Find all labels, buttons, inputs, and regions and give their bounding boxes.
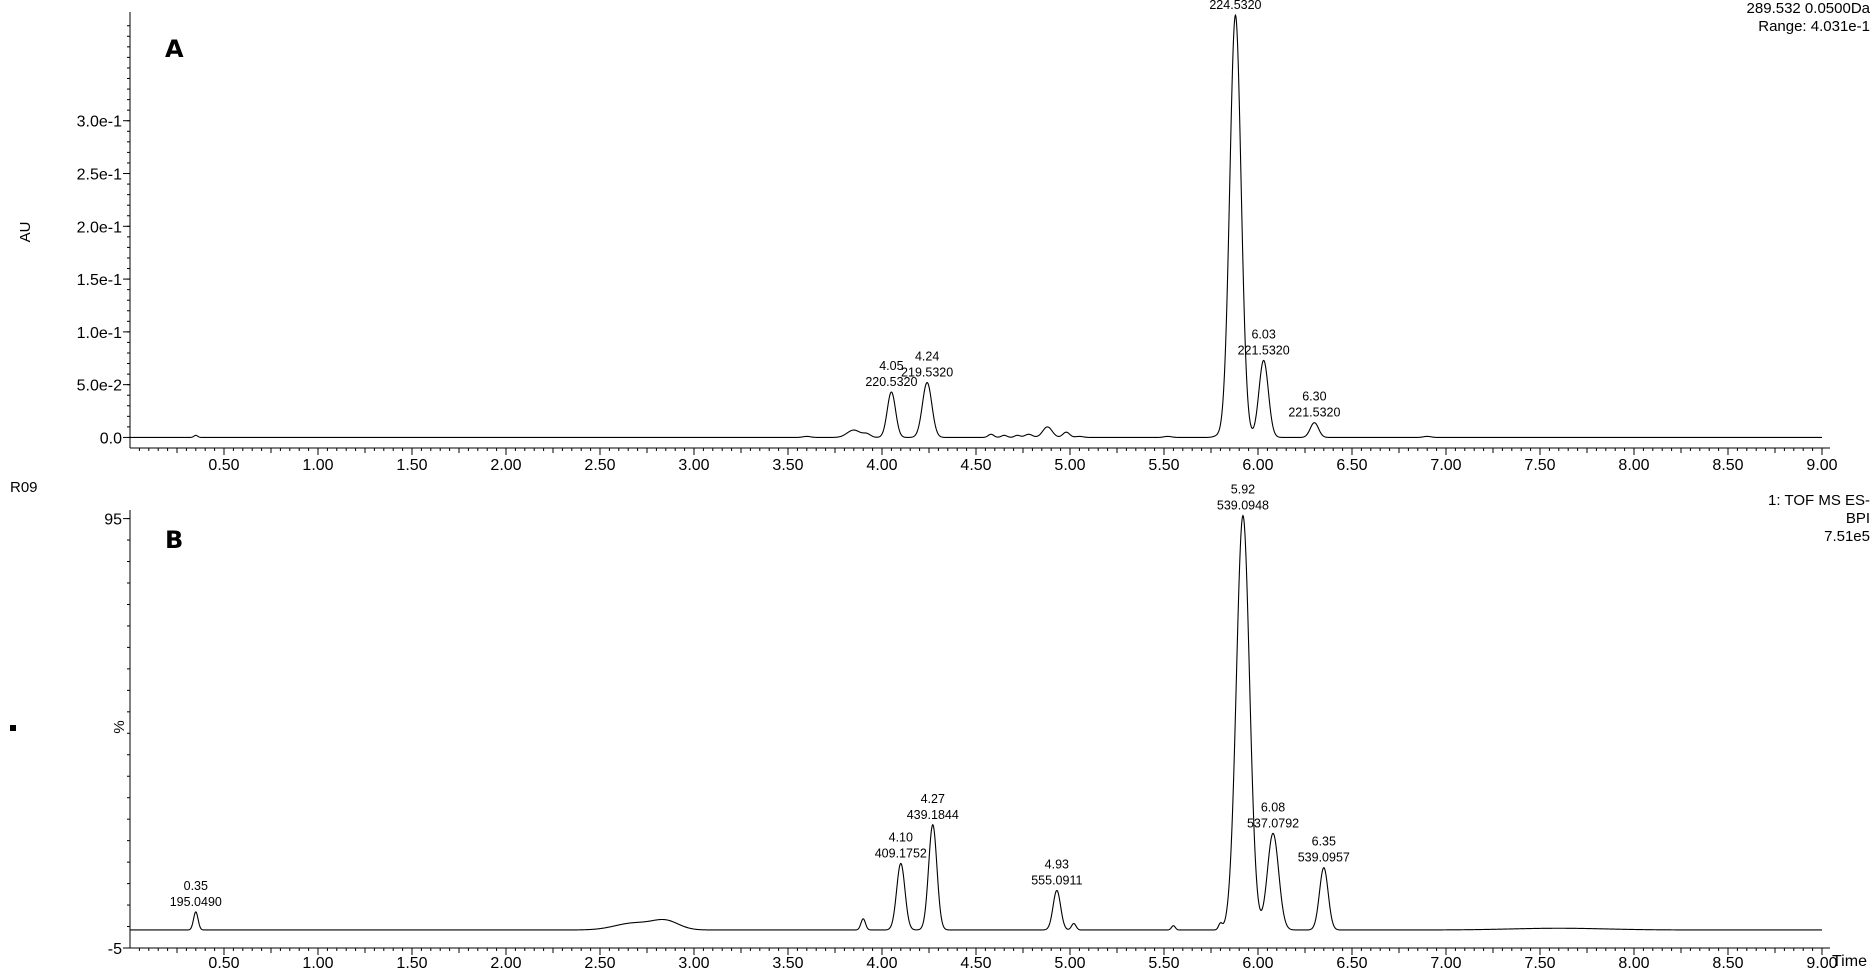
y-tick-label: 3.0e-1: [77, 114, 122, 131]
x-tick-label: 7.50: [1524, 955, 1555, 971]
peak-label: 6.30 221.5320: [1288, 390, 1340, 420]
x-tick-label: 3.00: [678, 457, 709, 474]
peak-label: 6.35 539.0957: [1298, 835, 1350, 865]
x-tick-label: 7.00: [1430, 955, 1461, 971]
x-tick-label: 4.00: [866, 955, 897, 971]
x-tick-label: 5.00: [1054, 457, 1085, 474]
x-tick-label: 5.50: [1148, 955, 1179, 971]
peak-label: 4.10 409.1752: [875, 830, 927, 860]
sample-label: R09: [10, 479, 38, 496]
uv-chromatogram-panel: 0.50 1.00 1.50 2.00 2.50 3.00 3.50 4.00 4.50 5.00…: [17, 0, 1871, 474]
x-tick-label: 3.00: [678, 955, 709, 971]
y-tick-label: 1.5e-1: [77, 272, 122, 289]
y-tick-label: 95: [104, 512, 122, 529]
x-tick-label: 2.50: [584, 955, 615, 971]
peak-mz-label: 539.0948: [1217, 499, 1269, 513]
y-axis-title: %: [111, 720, 128, 733]
x-tick-label: 5.00: [1054, 955, 1085, 971]
x-tick-label: 0.50: [208, 457, 239, 474]
x-tick-label: 4.00: [866, 457, 897, 474]
peak-label: 4.27 439.1844: [907, 792, 959, 822]
peak-label: 4.93 555.0911: [1031, 857, 1082, 887]
x-tick-label: 1.00: [302, 457, 333, 474]
x-tick-label: 2.50: [584, 457, 615, 474]
peak-label: 6.08 537.0792: [1247, 800, 1299, 830]
peak-time-label: 6.30: [1302, 390, 1326, 404]
y-tick-label: 2.5e-1: [77, 167, 122, 184]
peak-time-label: 4.05: [879, 359, 903, 373]
x-tick-label: 3.50: [772, 955, 803, 971]
x-tick-label: 2.00: [490, 457, 521, 474]
x-tick-label: 4.50: [960, 457, 991, 474]
peak-time-label: 6.08: [1261, 800, 1285, 814]
x-tick-label: 6.50: [1336, 955, 1367, 971]
x-tick-label: 4.50: [960, 955, 991, 971]
y-tick-label: 1.0e-1: [77, 325, 122, 342]
x-tick-label: 8.50: [1712, 955, 1743, 971]
peak-mz-label: 537.0792: [1247, 816, 1299, 830]
x-tick-label: 5.50: [1148, 457, 1179, 474]
x-tick-label: 0.50: [208, 955, 239, 971]
trace-info-line: 289.532 0.0500Da: [1747, 0, 1871, 17]
x-tick-label: 6.50: [1336, 457, 1367, 474]
ms-bpi-chromatogram-panel: 0.50 1.00 1.50 2.00 2.50 3.00 3.50 4.00 4.50 5.00…: [104, 483, 1870, 971]
y-tick-label: -5: [108, 941, 122, 958]
peak-mz-label: 221.5320: [1288, 406, 1340, 420]
panel-letter: B: [165, 526, 183, 554]
chromatogram-trace: [130, 514, 1822, 931]
x-tick-label: 7.50: [1524, 457, 1555, 474]
peak-mz-label: 539.0957: [1298, 851, 1350, 865]
peak-label: 6.03 221.5320: [1238, 327, 1290, 357]
peak-time-label: 6.03: [1251, 327, 1275, 341]
peak-time-label: 5.92: [1231, 483, 1255, 497]
x-tick-label: 8.00: [1618, 955, 1649, 971]
x-tick-label: 9.00: [1806, 457, 1837, 474]
x-tick-label: 6.00: [1242, 457, 1273, 474]
peak-label: 4.05 220.5320: [865, 359, 917, 389]
trace-info-line: Range: 4.031e-1: [1758, 18, 1870, 35]
peak-mz-label: 219.5320: [901, 366, 953, 380]
peak-label: 5.88224.5320: [1209, 0, 1261, 12]
peak-time-label: 4.27: [921, 792, 945, 806]
x-axis-title: Time: [1832, 953, 1867, 970]
peak-time-label: 4.93: [1045, 857, 1069, 871]
peak-mz-label: 555.0911: [1031, 873, 1082, 887]
peak-mz-label: 195.0490: [170, 895, 222, 909]
x-tick-label: 2.00: [490, 955, 521, 971]
y-tick-label: 0.0: [100, 430, 122, 447]
peak-label: 0.35 195.0490: [170, 879, 222, 909]
peak-mz-label: 224.5320: [1209, 0, 1261, 12]
peak-label: 4.24 219.5320: [901, 350, 953, 380]
peak-time-label: 4.10: [889, 830, 913, 844]
x-tick-label: 6.00: [1242, 955, 1273, 971]
x-tick-label: 1.00: [302, 955, 333, 971]
peak-time-label: 6.35: [1312, 835, 1336, 849]
peak-mz-label: 439.1844: [907, 808, 959, 822]
y-axis-title: AU: [17, 222, 34, 243]
x-tick-label: 9.00: [1806, 955, 1837, 971]
peak-mz-label: 220.5320: [865, 375, 917, 389]
peak-mz-label: 409.1752: [875, 846, 927, 860]
x-tick-label: 8.00: [1618, 457, 1649, 474]
x-tick-label: 3.50: [772, 457, 803, 474]
x-tick-label: 1.50: [396, 955, 427, 971]
trace-info-line: BPI: [1846, 510, 1870, 527]
trace-info-line: 7.51e5: [1824, 528, 1870, 545]
trace-info-line: 1: TOF MS ES-: [1768, 492, 1870, 509]
panel-letter: A: [165, 35, 184, 63]
y-tick-label: 2.0e-1: [77, 219, 122, 236]
marker-square: [10, 725, 16, 731]
peak-time-label: 4.24: [915, 350, 939, 364]
chromatogram-trace: [130, 13, 1822, 438]
peak-time-label: 0.35: [184, 879, 208, 893]
x-tick-label: 7.00: [1430, 457, 1461, 474]
peak-mz-label: 221.5320: [1238, 343, 1290, 357]
y-tick-label: 5.0e-2: [77, 378, 122, 395]
peak-label: 5.92 539.0948: [1217, 483, 1269, 513]
x-tick-label: 1.50: [396, 457, 427, 474]
x-tick-label: 8.50: [1712, 457, 1743, 474]
